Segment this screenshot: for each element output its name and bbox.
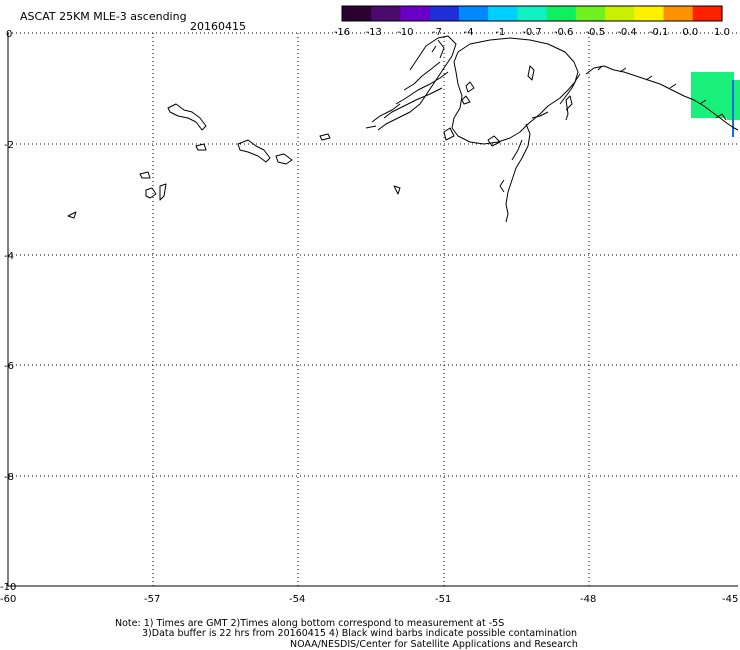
y-tick-1: -2 <box>4 140 14 151</box>
x-tick-0: -60 <box>0 594 16 605</box>
colorbar-segment <box>575 6 606 21</box>
colorbar-segment <box>517 6 548 21</box>
colorbar-label: -0.6 <box>554 27 574 38</box>
x-tick-1: -57 <box>144 594 160 605</box>
y-tick-5: -10 <box>0 582 16 593</box>
island-w6 <box>145 187 157 199</box>
colorbar-segment <box>400 6 431 21</box>
coast-amazon-channels-2 <box>365 39 445 129</box>
map-date: 20160415 <box>190 20 246 33</box>
colorbar-label: -13 <box>365 27 381 38</box>
colorbar <box>341 5 723 22</box>
x-tick-5: -45 <box>722 594 738 605</box>
x-tick-3: -51 <box>435 594 451 605</box>
island-w10 <box>393 185 401 195</box>
colorbar-labels: -16 -13 -10 -7 -4 -1 -0.7 -0.6 -0.5 -0.4 -0.1 0.0 1.… <box>334 27 730 38</box>
y-tick-3: -6 <box>4 361 14 372</box>
colorbar-label: -0.1 <box>649 27 669 38</box>
colorbar-frame <box>341 5 723 22</box>
x-tick-labels: -60 -57 -54 -51 -48 -45 <box>0 594 738 605</box>
island-w7 <box>159 183 167 201</box>
x-tick-2: -54 <box>289 594 305 605</box>
colorbar-segment <box>692 6 723 21</box>
colorbar-segment <box>371 6 402 21</box>
y-tick-labels: 0 -2 -4 -6 -8 -10 <box>0 29 16 593</box>
colorbar-label: -0.4 <box>617 27 637 38</box>
colorbar-segment <box>488 6 518 21</box>
island-river-4 <box>487 135 501 147</box>
colorbar-label: 0.0 <box>682 27 698 38</box>
colorbar-segment <box>605 6 635 21</box>
island-river-3 <box>443 127 455 141</box>
coastlines <box>67 35 739 223</box>
coast-marajo <box>451 37 579 145</box>
coast-amazon-channels <box>377 35 457 131</box>
island-w4 <box>195 143 207 151</box>
coast-northeast-detail <box>597 65 727 121</box>
note-line-2: 3)Data buffer is 22 hrs from 20160415 4)… <box>142 628 577 639</box>
coast-para-2 <box>499 95 573 193</box>
y-tick-4: -8 <box>4 472 14 483</box>
map-title: ASCAT 25KM MLE-3 ascending <box>20 10 187 23</box>
x-tick-4: -48 <box>580 594 596 605</box>
colorbar-segment <box>663 6 694 21</box>
colorbar-label: -16 <box>334 27 350 38</box>
coast-marajo-inner <box>527 65 535 81</box>
colorbar-segment <box>458 6 489 21</box>
island-river-1 <box>465 81 475 93</box>
grid-lines <box>8 32 738 586</box>
island-w2 <box>237 139 271 163</box>
island-w3 <box>275 153 293 165</box>
colorbar-label: 1.0 <box>714 27 730 38</box>
wind-swath-patch <box>691 72 734 118</box>
colorbar-segment <box>634 6 665 21</box>
coast-para <box>505 73 581 223</box>
note-line-3: NOAA/NESDIS/Center for Satellite Applica… <box>290 639 578 650</box>
y-tick-0: 0 <box>6 29 12 40</box>
note-line-1: Note: 1) Times are GMT 2)Times along bot… <box>115 618 504 629</box>
colorbar-label: -0.5 <box>586 27 606 38</box>
colorbar-label: -10 <box>397 27 413 38</box>
island-river-2 <box>461 95 471 105</box>
island-w5 <box>139 171 151 179</box>
colorbar-segment <box>546 6 577 21</box>
colorbar-segment <box>429 6 460 21</box>
island-w1 <box>167 103 207 131</box>
island-w9 <box>319 133 331 141</box>
y-tick-2: -4 <box>4 251 14 262</box>
colorbar-segment <box>342 6 372 21</box>
map-frame <box>7 33 738 587</box>
island-w8 <box>67 211 77 219</box>
coast-northeast <box>585 65 739 131</box>
